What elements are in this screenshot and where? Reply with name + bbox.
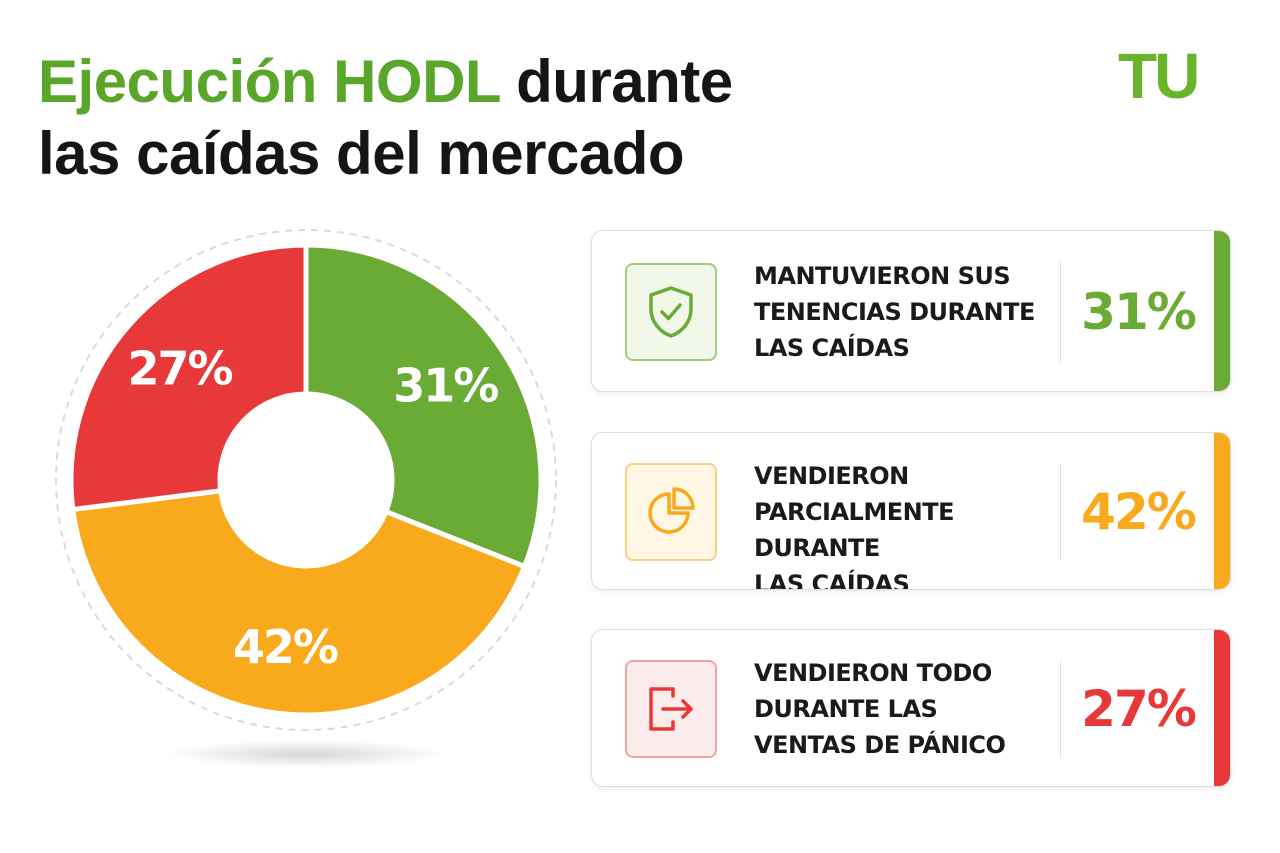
donut-slice-1 xyxy=(303,242,544,570)
donut-outline xyxy=(55,229,557,731)
legend-accent-bar xyxy=(1214,231,1230,391)
pie-chart-icon xyxy=(625,463,717,561)
legend-divider xyxy=(1060,261,1061,363)
legend-card-3: VENDIERON TODO DURANTE LAS VENTAS DE PÁN… xyxy=(591,629,1231,787)
title-rest: durante xyxy=(499,48,733,115)
legend-divider xyxy=(1060,660,1061,758)
donut-shadow xyxy=(166,740,446,768)
title-accent: Ejecución HODL xyxy=(38,48,500,115)
legend-label: VENDIERON TODO DURANTE LAS VENTAS DE PÁN… xyxy=(754,659,1006,759)
legend-divider xyxy=(1060,463,1061,561)
legend-card-2: VENDIERON PARCIALMENTE DURANTE LAS CAÍDA… xyxy=(591,432,1231,590)
legend-card-1: MANTUVIERON SUS TENENCIAS DURANTE LAS CA… xyxy=(591,230,1231,392)
title-line-1: Ejecución HODL durante xyxy=(38,46,733,118)
legend-label: VENDIERON PARCIALMENTE DURANTE LAS CAÍDA… xyxy=(754,462,954,590)
legend-accent-bar xyxy=(1214,433,1230,589)
legend-value: 42% xyxy=(1081,483,1197,541)
donut-label-3: 27% xyxy=(128,342,233,396)
legend-value: 27% xyxy=(1081,680,1197,738)
shield-check-icon xyxy=(625,263,717,361)
page-title: Ejecución HODL durante las caídas del me… xyxy=(38,46,733,190)
donut-label-1: 31% xyxy=(393,358,498,412)
donut-slice-2 xyxy=(70,488,527,718)
donut-slice-3 xyxy=(68,242,309,512)
legend-label: MANTUVIERON SUS TENENCIAS DURANTE LAS CA… xyxy=(754,262,1035,362)
title-line-2: las caídas del mercado xyxy=(38,120,685,187)
donut-chart: 31% 42% 27% xyxy=(55,229,557,768)
donut-label-2: 42% xyxy=(233,620,338,674)
exit-door-icon xyxy=(625,660,717,758)
brand-logo: TU xyxy=(1118,40,1200,112)
legend-value: 31% xyxy=(1081,283,1197,341)
legend-accent-bar xyxy=(1214,630,1230,786)
